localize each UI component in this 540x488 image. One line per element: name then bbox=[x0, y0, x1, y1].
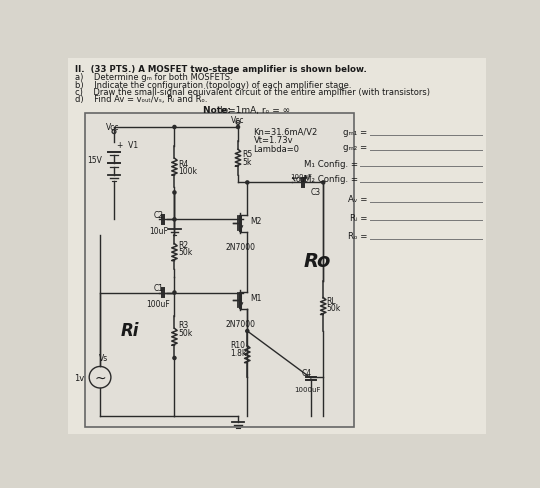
Circle shape bbox=[246, 330, 249, 333]
Circle shape bbox=[246, 182, 249, 184]
Text: d)    Find Av = vₒᵤₜ/vₛ, Rᵢ and Rₒ.: d) Find Av = vₒᵤₜ/vₛ, Rᵢ and Rₒ. bbox=[75, 95, 208, 104]
Text: 100uF: 100uF bbox=[146, 299, 170, 308]
Text: gₘ₂ =: gₘ₂ = bbox=[343, 143, 367, 152]
Text: C2: C2 bbox=[153, 211, 163, 220]
Text: Iᴅ=1mA, rₒ = ∞: Iᴅ=1mA, rₒ = ∞ bbox=[220, 106, 291, 115]
Text: Rᵢ =: Rᵢ = bbox=[350, 213, 367, 222]
Text: R2: R2 bbox=[178, 240, 188, 249]
Text: R10: R10 bbox=[230, 341, 245, 350]
Text: Rₒ =: Rₒ = bbox=[348, 232, 367, 241]
Text: Ri: Ri bbox=[120, 321, 139, 339]
Circle shape bbox=[173, 126, 176, 129]
FancyBboxPatch shape bbox=[68, 59, 486, 434]
Text: Ro: Ro bbox=[304, 251, 331, 270]
Text: Vcc: Vcc bbox=[231, 116, 245, 124]
Text: M1: M1 bbox=[251, 294, 262, 303]
Text: R3: R3 bbox=[178, 321, 188, 330]
Text: 100uF: 100uF bbox=[291, 174, 313, 180]
Text: 50k: 50k bbox=[178, 248, 193, 257]
Text: Kn=31.6mA/V2: Kn=31.6mA/V2 bbox=[253, 128, 318, 137]
Text: b)    Indicate the configuration (topology) of each amplifier stage.: b) Indicate the configuration (topology)… bbox=[75, 81, 352, 89]
Text: +  V1: + V1 bbox=[117, 141, 138, 150]
Text: Vt=1.73v: Vt=1.73v bbox=[253, 136, 293, 145]
Text: Vcc: Vcc bbox=[106, 123, 119, 132]
Text: M2: M2 bbox=[251, 217, 262, 226]
Text: c)    Draw the small-signal equivalent circuit of the entire amplifier (with tra: c) Draw the small-signal equivalent circ… bbox=[75, 88, 430, 97]
Text: 2N7000: 2N7000 bbox=[226, 243, 255, 251]
Circle shape bbox=[322, 182, 325, 184]
Text: Aᵥ =: Aᵥ = bbox=[348, 195, 367, 203]
Text: gₘ₁ =: gₘ₁ = bbox=[343, 128, 367, 137]
Text: II.  (33 PTS.) A MOSFET two-stage amplifier is shown below.: II. (33 PTS.) A MOSFET two-stage amplifi… bbox=[75, 65, 367, 74]
Text: C3: C3 bbox=[311, 188, 321, 197]
Text: ~: ~ bbox=[94, 370, 106, 385]
Text: M₂ Config. =: M₂ Config. = bbox=[304, 175, 358, 183]
Text: 50k: 50k bbox=[326, 304, 341, 313]
Text: 5k: 5k bbox=[242, 158, 251, 167]
Circle shape bbox=[173, 191, 176, 195]
Text: M₁ Config. =: M₁ Config. = bbox=[304, 160, 358, 168]
Circle shape bbox=[237, 126, 240, 129]
Text: out: out bbox=[296, 175, 309, 183]
FancyBboxPatch shape bbox=[85, 114, 354, 427]
Text: 2N7000: 2N7000 bbox=[226, 319, 255, 328]
Text: Note:: Note: bbox=[203, 106, 234, 115]
Text: 1.8k: 1.8k bbox=[230, 348, 247, 357]
Circle shape bbox=[173, 291, 176, 294]
Text: 100k: 100k bbox=[178, 167, 197, 176]
Text: 10uF: 10uF bbox=[148, 226, 167, 235]
Text: 1v: 1v bbox=[75, 373, 85, 382]
Text: Vs: Vs bbox=[98, 353, 108, 362]
Text: Lambda=0: Lambda=0 bbox=[253, 144, 300, 154]
Circle shape bbox=[173, 357, 176, 360]
Text: C1: C1 bbox=[153, 284, 163, 293]
Text: C4: C4 bbox=[302, 368, 312, 377]
Circle shape bbox=[173, 219, 176, 222]
Text: a)    Determine gₘ for both MOSFETS.: a) Determine gₘ for both MOSFETS. bbox=[75, 73, 233, 82]
Text: 50k: 50k bbox=[178, 328, 193, 337]
Text: R5: R5 bbox=[242, 150, 252, 159]
Text: 15V: 15V bbox=[87, 156, 102, 164]
Text: RL: RL bbox=[326, 296, 336, 305]
Text: R4: R4 bbox=[178, 160, 188, 168]
Text: 1000uF: 1000uF bbox=[294, 386, 320, 393]
